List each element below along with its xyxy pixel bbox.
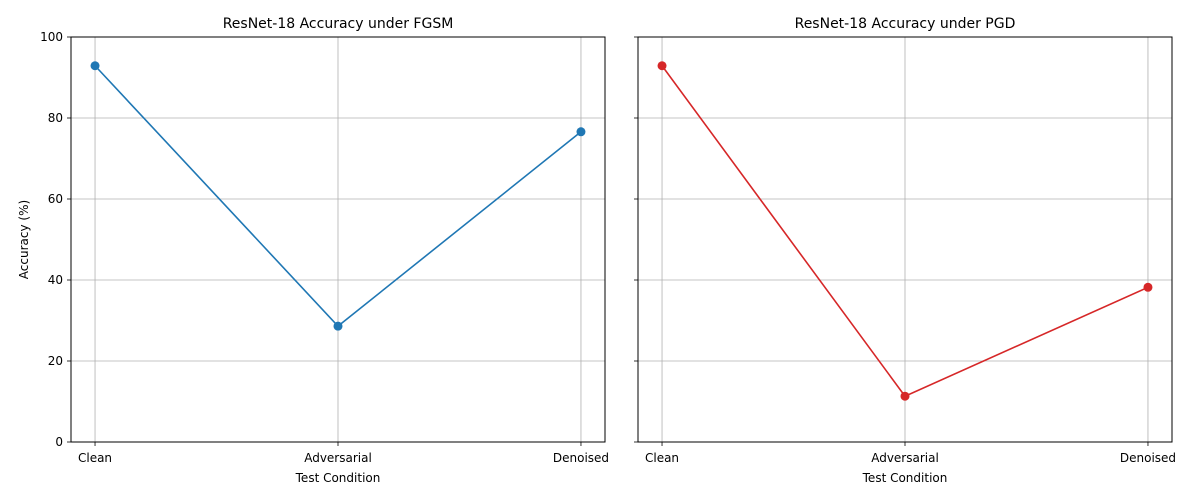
data-point-denoised	[1143, 282, 1153, 292]
data-point-clean	[90, 61, 100, 71]
x-tick-label: Adversarial	[304, 451, 372, 465]
x-axis-label: Test Condition	[295, 471, 381, 485]
chart-panel-2: Clean Adversarial Denoised ResNet-18 Accura…	[634, 16, 1176, 485]
y-tick-label: 100	[40, 30, 63, 44]
x-tick-label: Denoised	[553, 451, 609, 465]
y-axis-label: Accuracy (%)	[17, 200, 31, 279]
data-point-adversarial	[900, 391, 910, 401]
x-axis-label: Test Condition	[862, 471, 948, 485]
x-tick-label: Clean	[78, 451, 112, 465]
y-tick-label: 80	[48, 111, 63, 125]
data-point-clean	[657, 61, 667, 71]
y-tick-label: 60	[48, 192, 63, 206]
x-tick-label: Denoised	[1120, 451, 1176, 465]
chart-title: ResNet-18 Accuracy under PGD	[795, 16, 1016, 32]
x-tick-label: Clean	[645, 451, 679, 465]
x-tick-label: Adversarial	[871, 451, 939, 465]
data-point-adversarial	[333, 321, 343, 331]
data-point-denoised	[576, 127, 586, 137]
chart-title: ResNet-18 Accuracy under FGSM	[223, 16, 454, 32]
y-tick-label: 40	[48, 273, 63, 287]
y-tick-label: 20	[48, 354, 63, 368]
chart-panel-1: Clean Adversarial Denoised 0 20 40 60 80 100 ResN…	[17, 16, 609, 485]
y-tick-label: 0	[55, 435, 63, 449]
